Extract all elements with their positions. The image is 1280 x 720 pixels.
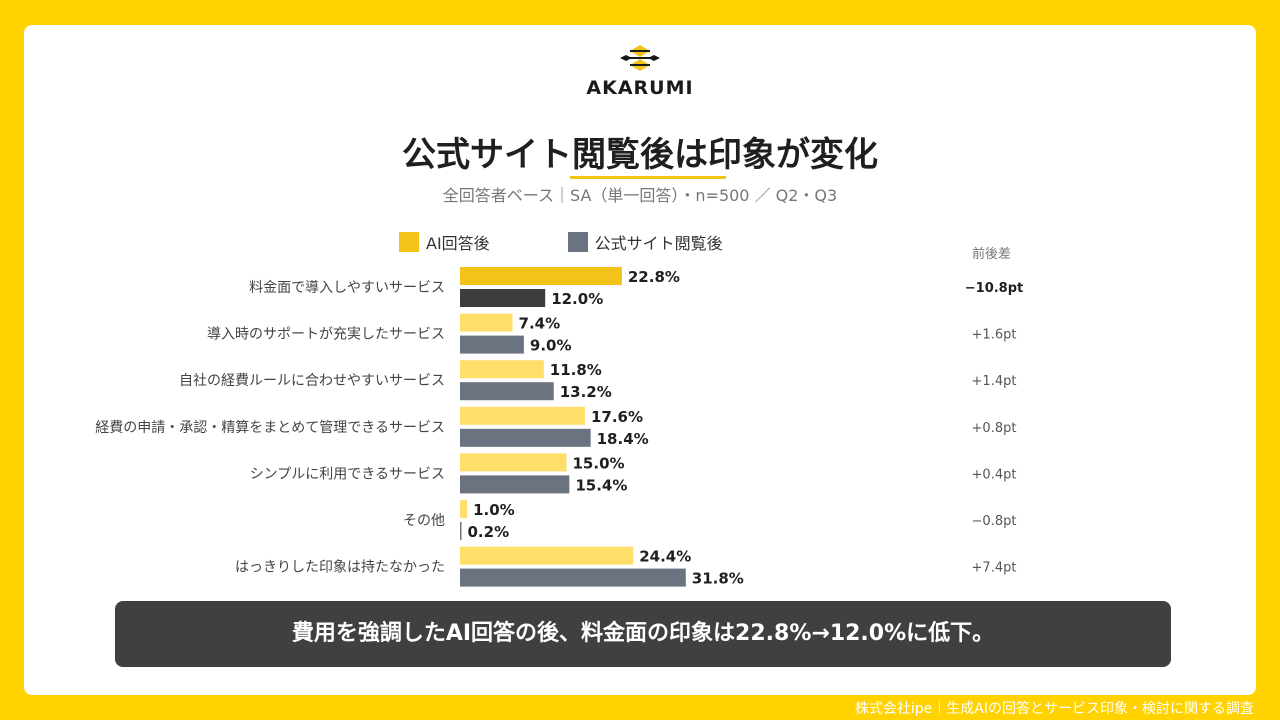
bar-chart: 料金面で導入しやすいサービス 22.8% 12.0% −10.8pt 導入時のサポートが…: [95, 267, 1024, 588]
data-label-site: 15.4%: [575, 476, 627, 494]
legend-swatch-ai: [399, 232, 419, 252]
difference-header: 前後差: [972, 247, 1012, 262]
bar-site: [460, 335, 524, 354]
bar-site: [460, 475, 570, 494]
chart-legend: AI回答後 公式サイト閲覧後: [399, 230, 801, 254]
difference-value: −10.8pt: [965, 281, 1024, 296]
category-label: 料金面で導入しやすいサービス: [249, 280, 445, 296]
page-title: 公式サイト閲覧後は印象が変化: [402, 135, 878, 175]
data-label-site: 9.0%: [530, 337, 572, 355]
category-label: 導入時のサポートが充実したサービス: [207, 327, 445, 343]
bar-ai: [460, 313, 513, 332]
legend-label-ai: AI回答後: [426, 234, 490, 253]
page-subtitle: 全回答者ベース｜SA（単一回答）・n=500 ／ Q2・Q3: [442, 186, 838, 205]
difference-value: +1.4pt: [972, 374, 1017, 389]
difference-value: +1.6pt: [972, 328, 1017, 343]
difference-value: −0.8pt: [972, 514, 1017, 529]
data-label-site: 0.2%: [468, 523, 510, 541]
bar-ai: [460, 453, 567, 472]
data-label-site: 18.4%: [597, 430, 649, 448]
category-label: 自社の経費ルールに合わせやすいサービス: [179, 373, 445, 389]
data-label-site: 12.0%: [551, 290, 603, 308]
summary-callout: 費用を強調したAI回答の後、料金面の印象は22.8%→12.0%に低下。: [115, 601, 1171, 667]
data-label-ai: 15.0%: [573, 454, 625, 472]
bar-site: [460, 568, 686, 587]
data-label-ai: 17.6%: [591, 408, 643, 426]
legend-label-site: 公式サイト閲覧後: [594, 234, 723, 253]
bar-site: [460, 289, 546, 307]
bar-ai: [460, 406, 585, 425]
footer-credit: 株式会社ipe｜生成AIの回答とサービス印象・検討に関する調査: [854, 701, 1254, 717]
title-underline: [570, 176, 726, 179]
data-label-site: 13.2%: [560, 383, 612, 401]
category-label: シンプルに利用できるサービス: [250, 466, 445, 482]
brand-name: AKARUMI: [586, 77, 694, 99]
data-label-ai: 1.0%: [473, 501, 515, 519]
data-label-ai: 11.8%: [550, 361, 602, 379]
difference-value: +7.4pt: [972, 561, 1017, 576]
difference-value: +0.8pt: [972, 421, 1017, 436]
bar-ai: [460, 267, 622, 285]
bar-site: [460, 428, 591, 447]
brand-logo: AKARUMI: [24, 43, 1256, 99]
category-label: はっきりした印象は持たなかった: [235, 560, 445, 576]
data-label-ai: 7.4%: [519, 315, 561, 333]
akarumi-logo-icon: [620, 45, 660, 71]
bar-ai: [460, 546, 634, 565]
data-label-ai: 24.4%: [639, 548, 691, 566]
legend-swatch-site: [567, 232, 588, 252]
category-label: その他: [403, 513, 445, 529]
legend-item-ai: AI回答後: [399, 230, 490, 254]
bar-ai: [460, 360, 544, 379]
content-card: AKARUMI 公式サイト閲覧後は印象が変化 全回答者ベース｜SA（単一回答）・…: [24, 25, 1256, 695]
difference-value: +0.4pt: [972, 467, 1017, 482]
data-label-site: 31.8%: [692, 570, 744, 588]
category-label: 経費の申請・承認・精算をまとめて管理できるサービス: [95, 420, 445, 436]
bar-site: [460, 522, 462, 540]
bar-ai: [460, 500, 468, 518]
legend-item-site: 公式サイト閲覧後: [567, 230, 723, 254]
data-label-ai: 22.8%: [628, 268, 680, 286]
bar-site: [460, 382, 554, 401]
